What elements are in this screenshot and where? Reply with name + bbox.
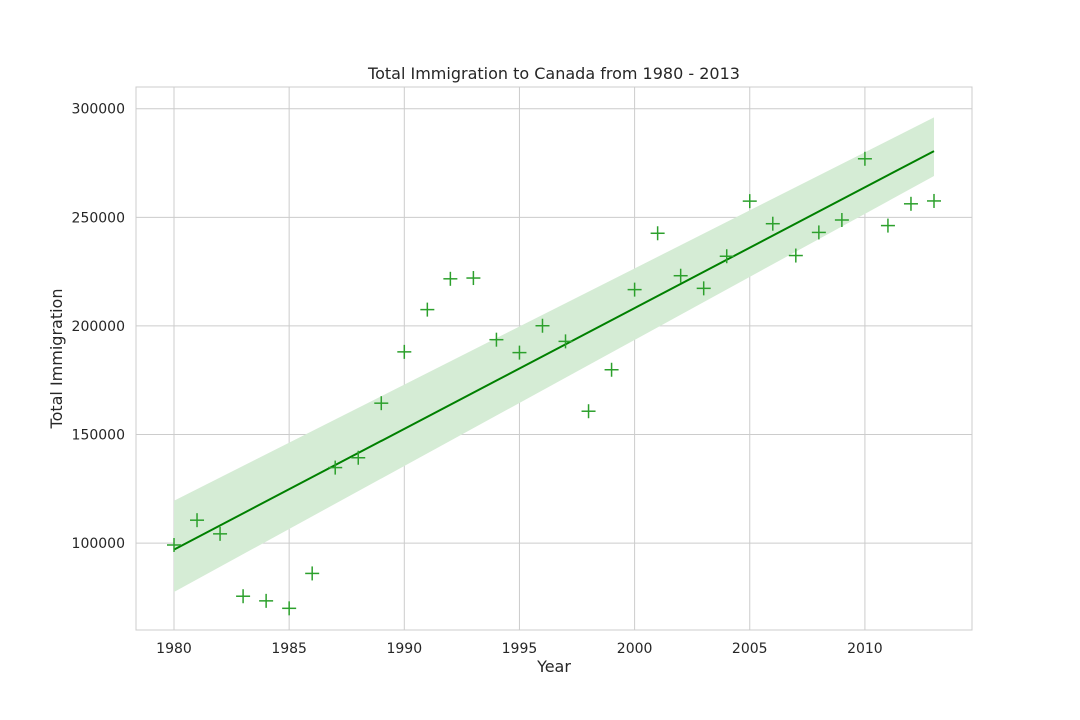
data-point — [489, 332, 504, 347]
data-point — [420, 302, 435, 317]
data-point — [259, 593, 274, 608]
y-tick-label: 200000 — [72, 319, 125, 335]
y-tick-label: 250000 — [72, 210, 125, 226]
y-tick-label: 300000 — [72, 102, 125, 118]
data-point — [581, 404, 596, 419]
data-point — [880, 218, 895, 233]
data-point — [558, 334, 573, 349]
data-point — [443, 271, 458, 286]
data-point — [397, 344, 412, 359]
x-tick-label: 1995 — [502, 641, 538, 657]
plot-frame — [135, 86, 973, 631]
data-point — [512, 345, 527, 360]
x-tick-label: 1980 — [156, 641, 192, 657]
data-point — [328, 460, 343, 475]
data-point — [190, 513, 205, 528]
data-point — [927, 193, 941, 208]
x-tick-label: 2010 — [847, 641, 883, 657]
chart-title: Total Immigration to Canada from 1980 - … — [367, 64, 740, 83]
data-point — [167, 537, 181, 552]
x-tick-labels: 1980 1985 1990 1995 2000 2005 2010 — [156, 641, 883, 657]
data-point — [466, 271, 481, 286]
data-points — [167, 151, 941, 616]
data-point — [696, 281, 711, 296]
data-point — [719, 249, 734, 264]
regression-line — [173, 150, 935, 551]
x-tick-label: 2005 — [732, 641, 768, 657]
data-point — [627, 282, 642, 297]
data-point — [742, 194, 757, 209]
data-point — [903, 196, 918, 211]
data-point — [236, 589, 251, 604]
data-point — [765, 216, 780, 231]
regression-line-group — [173, 150, 935, 551]
data-point — [834, 212, 849, 227]
data-point — [374, 396, 389, 411]
data-point — [213, 526, 228, 541]
y-tick-label: 100000 — [72, 536, 125, 552]
data-point — [857, 151, 872, 166]
data-point — [282, 601, 297, 616]
data-point — [811, 225, 826, 240]
data-point — [535, 318, 550, 333]
confidence-band — [174, 117, 934, 592]
data-point — [788, 248, 803, 263]
x-tick-label: 1990 — [386, 641, 422, 657]
data-point — [673, 268, 688, 283]
data-point — [305, 566, 320, 581]
y-tick-label: 150000 — [72, 428, 125, 444]
x-tick-label: 2000 — [617, 641, 653, 657]
x-tick-label: 1985 — [271, 641, 307, 657]
y-axis-label: Total Immigration — [47, 289, 66, 430]
confidence-band-group — [174, 117, 934, 592]
grid-lines — [136, 87, 972, 630]
data-point — [650, 226, 665, 241]
y-tick-labels: 100000 150000 200000 250000 300000 — [72, 102, 125, 552]
x-axis-label: Year — [536, 657, 571, 676]
data-point — [604, 362, 619, 377]
data-point — [351, 450, 366, 465]
